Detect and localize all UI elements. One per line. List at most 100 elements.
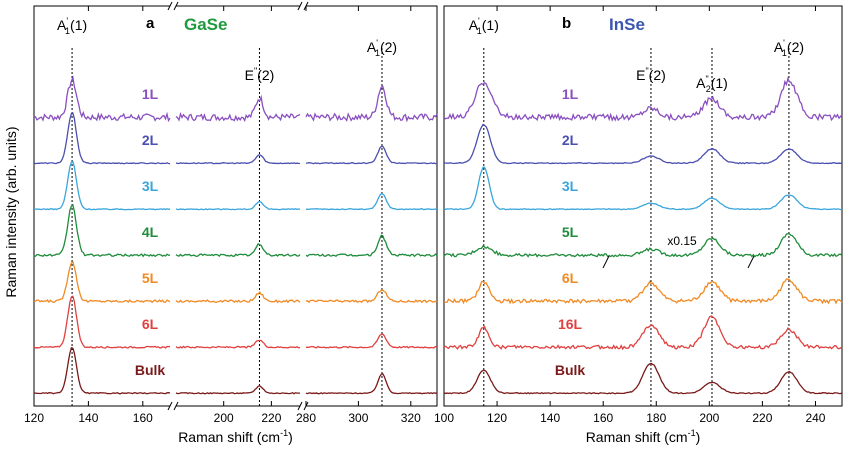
x-tick-label: 180 <box>646 411 666 425</box>
x-axis-label-sup: -1 <box>280 428 288 438</box>
x-tick-label: 160 <box>133 411 153 425</box>
axis-break-gap <box>300 402 306 410</box>
series-label-16L: 16L <box>558 316 583 332</box>
x-axis-label-end: ) <box>696 429 701 445</box>
peak-label-sub: 2 <box>706 84 711 94</box>
peak-label: A' 1(2) <box>367 38 397 58</box>
peak-label-sub: 1 <box>782 48 787 58</box>
series-label-2L: 2L <box>142 132 159 148</box>
axis-break-gap <box>300 2 306 10</box>
panel-letter: b <box>562 15 571 32</box>
axis-break-mark <box>167 401 173 411</box>
series-label-5L: 5L <box>142 270 159 286</box>
x-tick-label: 140 <box>78 411 98 425</box>
peak-label-tail: (2) <box>649 67 666 83</box>
x-tick-label: 300 <box>348 411 368 425</box>
series-line-4L <box>33 203 438 258</box>
peak-label-sub: 1 <box>65 26 70 36</box>
y-axis-label: Raman intensity (arb. units) <box>3 126 19 297</box>
x-tick-label: 220 <box>752 411 772 425</box>
peak-label-tail: (1) <box>70 17 87 33</box>
panel-letter: a <box>146 15 155 32</box>
peak-label-tail: (2) <box>787 39 804 55</box>
peak-label-tail: (2) <box>380 39 397 55</box>
series-line-5L <box>443 233 843 258</box>
series-line-Bulk <box>443 362 843 395</box>
series-label-6L: 6L <box>142 316 159 332</box>
peak-label-sub: 1 <box>375 48 380 58</box>
peak-label-tail: (1) <box>482 17 499 33</box>
peak-label-sup: ' <box>783 38 785 48</box>
series-label-1L: 1L <box>142 86 159 102</box>
peak-label-sup: " <box>705 74 708 84</box>
peak-label: A" 2(1) <box>696 74 728 94</box>
series-label-3L: 3L <box>142 178 159 194</box>
series-line-2L <box>444 123 843 165</box>
x-tick-label: 280 <box>296 411 316 425</box>
x-tick-label: 200 <box>699 411 719 425</box>
series-line-3L <box>443 166 843 211</box>
x-axis-label: Raman shift (cm-1) <box>178 428 293 445</box>
scale-mark <box>747 255 755 269</box>
axis-break-mark <box>297 401 303 411</box>
peak-label-tail: (1) <box>711 75 728 91</box>
peak-label-sup: ' <box>66 16 68 26</box>
x-tick-label: 100 <box>434 411 454 425</box>
series-line-2L <box>33 112 437 165</box>
panel-frame <box>443 5 843 407</box>
series-line-16L <box>443 315 843 351</box>
peak-label-sup: " <box>254 66 257 76</box>
series-line-5L <box>33 260 438 304</box>
x-tick-label: 200 <box>214 411 234 425</box>
scale-annotation: x0.15 <box>667 234 697 248</box>
series-line-Bulk <box>33 346 438 395</box>
series-label-6L: 6L <box>562 270 579 286</box>
peak-label-sup: ' <box>478 16 480 26</box>
series-label-4L: 4L <box>142 224 159 240</box>
series-line-6L <box>33 295 438 349</box>
x-axis-label: Raman shift (cm-1) <box>586 428 701 445</box>
peak-label-sup: ' <box>376 38 378 48</box>
series-label-Bulk: Bulk <box>135 362 166 378</box>
series-label-Bulk: Bulk <box>555 362 586 378</box>
x-tick-label: 140 <box>540 411 560 425</box>
axis-break-mark <box>173 1 179 11</box>
series-label-2L: 2L <box>562 132 579 148</box>
axis-break-gap <box>170 402 176 410</box>
peak-label-sup: " <box>645 66 648 76</box>
panel-frame <box>33 5 438 407</box>
peak-label: E"(2) <box>245 66 275 83</box>
peak-label-tail: (2) <box>257 67 274 83</box>
series-label-5L: 5L <box>562 224 579 240</box>
material-title: InSe <box>609 15 645 34</box>
scale-mark <box>602 255 610 269</box>
x-tick-label: 220 <box>261 411 281 425</box>
series-line-3L <box>33 160 438 211</box>
peak-label: A' 1(1) <box>57 16 87 36</box>
material-title: GaSe <box>184 15 227 34</box>
series-label-3L: 3L <box>562 178 579 194</box>
x-tick-label: 320 <box>401 411 421 425</box>
series-label-1L: 1L <box>562 86 579 102</box>
x-tick-label: 160 <box>593 411 613 425</box>
x-tick-label: 240 <box>805 411 825 425</box>
peak-label-sub: 1 <box>477 26 482 36</box>
x-tick-label: 120 <box>487 411 507 425</box>
peak-label: A' 1(2) <box>774 38 804 58</box>
x-axis-label-sup: -1 <box>688 428 696 438</box>
panel-b: 100 120 140 160 180 200 220 240 Raman shift (cm-… <box>434 5 843 445</box>
series-line-6L <box>443 278 843 305</box>
axis-break-gap <box>170 2 176 10</box>
panel-a: 120 140 160 200 220 280 300 320 Raman shift (cm-… <box>24 1 438 445</box>
axis-break-mark <box>167 1 173 11</box>
peak-label: A' 1(1) <box>469 16 499 36</box>
x-tick-label: 120 <box>24 411 44 425</box>
axis-break-mark <box>297 1 303 11</box>
axis-break-mark <box>173 401 179 411</box>
peak-label: E"(2) <box>636 66 666 83</box>
x-axis-label-end: ) <box>288 429 293 445</box>
series-line-1L <box>443 76 843 122</box>
series-line-1L <box>33 75 438 123</box>
